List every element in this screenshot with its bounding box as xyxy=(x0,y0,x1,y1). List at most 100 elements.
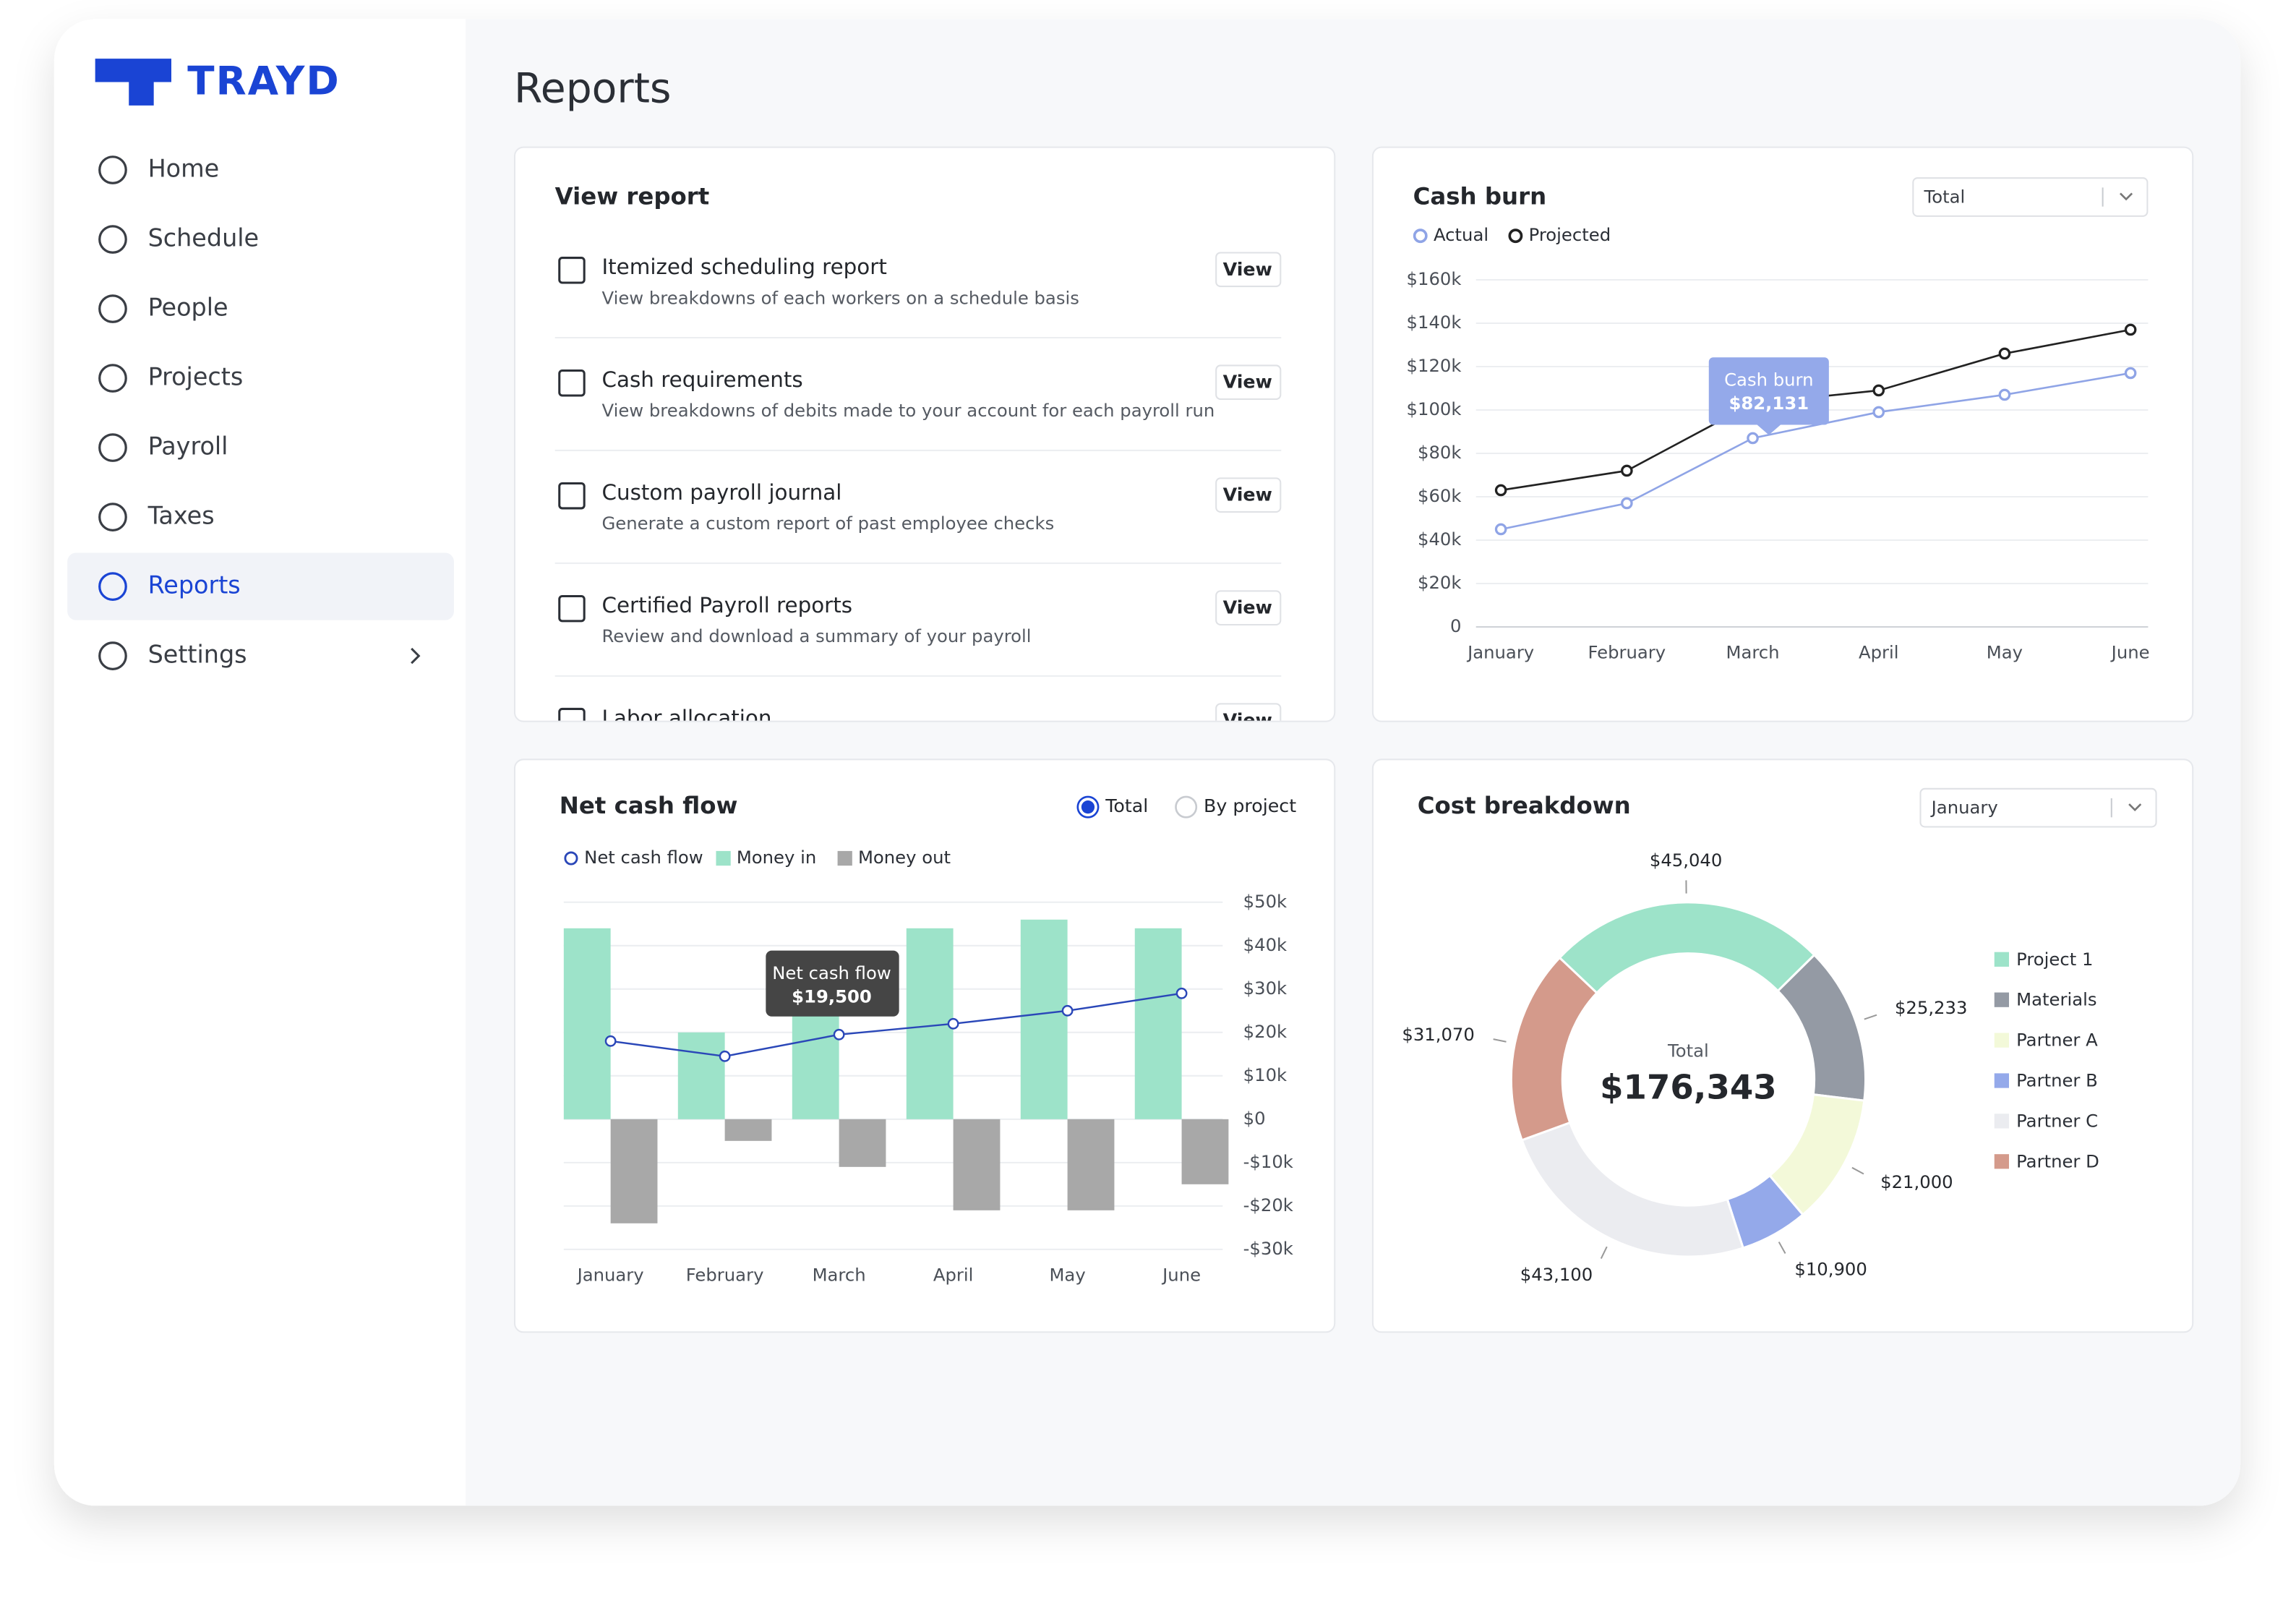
nav-item[interactable]: Reports xyxy=(67,552,454,620)
bar xyxy=(953,1119,1001,1210)
dropdown[interactable] xyxy=(1919,787,2157,828)
y-tick-label: $80k xyxy=(1418,442,1461,463)
card-title: Net cash flow xyxy=(560,792,738,819)
view-button-label[interactable]: View xyxy=(1223,259,1272,280)
radio-label[interactable]: By project xyxy=(1204,795,1296,816)
report-title: Custom payroll journal xyxy=(601,480,841,505)
nav-icon xyxy=(98,225,127,254)
nav-label: Schedule xyxy=(148,224,260,252)
y-tick-label: $40k xyxy=(1418,529,1461,550)
view-button-label[interactable]: View xyxy=(1223,372,1272,393)
tooltip-title: Net cash flow xyxy=(772,962,891,983)
nav-item[interactable]: People xyxy=(98,294,228,323)
report-title: Cash requirements xyxy=(601,367,802,392)
tooltip-value: $19,500 xyxy=(792,986,872,1007)
dropdown[interactable] xyxy=(1912,177,2149,217)
data-point xyxy=(1998,388,2011,401)
nav-item[interactable]: Home xyxy=(98,155,219,184)
legend-marker xyxy=(564,851,578,866)
radio[interactable] xyxy=(1175,795,1198,819)
value-label: $25,233 xyxy=(1895,997,1967,1018)
x-tick-label: May xyxy=(1987,641,2023,662)
data-point xyxy=(833,1028,845,1041)
view-button-label[interactable]: View xyxy=(1223,484,1272,505)
nav-label: Reports xyxy=(148,571,241,599)
leader-line xyxy=(1778,1242,1786,1254)
leader-line xyxy=(1851,1166,1864,1175)
dropdown-value[interactable]: Total xyxy=(1924,187,1966,208)
legend-marker xyxy=(1994,952,2009,967)
legend-label: Partner A xyxy=(2016,1030,2098,1051)
x-tick-label: January xyxy=(576,1264,644,1285)
donut-segment xyxy=(1509,956,1598,1142)
bar xyxy=(610,1119,658,1223)
y-tick-label: $100k xyxy=(1407,398,1462,419)
x-tick-label: February xyxy=(686,1264,764,1285)
report-icon xyxy=(558,369,586,397)
center-label: Total xyxy=(1667,1040,1709,1061)
view-button[interactable] xyxy=(1215,703,1282,738)
view-button[interactable] xyxy=(1215,590,1282,625)
tooltip-title: Cash burn xyxy=(1724,369,1813,390)
card xyxy=(1371,146,2194,722)
data-point xyxy=(1872,384,1885,397)
nav-item[interactable]: Schedule xyxy=(98,224,260,254)
legend-marker xyxy=(1994,1033,2009,1048)
legend-marker xyxy=(1994,1114,2009,1129)
y-tick-label: $140k xyxy=(1407,312,1462,333)
view-button[interactable] xyxy=(1215,252,1282,288)
dropdown-caret xyxy=(2128,803,2142,812)
data-point xyxy=(1747,432,1759,445)
report-icon xyxy=(558,482,586,510)
tooltip-value: $82,131 xyxy=(1729,393,1809,414)
nav-active-bg xyxy=(67,552,454,620)
nav-icon xyxy=(98,364,127,393)
y-tick-label: $20k xyxy=(1418,572,1461,593)
chevron xyxy=(411,647,421,665)
value-label: $31,070 xyxy=(1402,1024,1474,1045)
logo-icon xyxy=(95,59,171,106)
report-description: Review and download a summary of your pa… xyxy=(601,625,1031,646)
view-button-label[interactable]: View xyxy=(1223,710,1272,731)
dropdown-value[interactable]: January xyxy=(1930,797,1998,818)
x-tick-label: June xyxy=(1161,1264,1201,1285)
tooltip-arrow xyxy=(1757,424,1781,435)
leader-line xyxy=(1600,1246,1608,1259)
data-point xyxy=(1872,406,1885,419)
y-tick-label: $50k xyxy=(1243,891,1287,912)
legend-marker xyxy=(1994,1154,2009,1169)
data-point xyxy=(1998,347,2011,360)
x-tick-label: May xyxy=(1049,1264,1085,1285)
nav-item[interactable]: Taxes xyxy=(98,502,215,531)
x-tick-label: April xyxy=(933,1264,974,1285)
nav-item[interactable]: Projects xyxy=(98,363,244,393)
line-series xyxy=(610,992,1182,1058)
nav-icon xyxy=(98,155,127,184)
report-description: View breakdowns of each workers on a sch… xyxy=(601,287,1079,308)
report-icon xyxy=(558,257,586,284)
card-title: View report xyxy=(555,183,710,210)
y-tick-label: 0 xyxy=(1450,615,1461,636)
nav-item[interactable]: Payroll xyxy=(98,432,228,462)
data-point xyxy=(1061,1004,1074,1017)
legend-label: Net cash flow xyxy=(584,847,703,868)
bar xyxy=(1067,1119,1115,1210)
nav-icon xyxy=(98,503,127,531)
report-icon xyxy=(558,707,586,721)
view-button[interactable] xyxy=(1215,364,1282,401)
data-point xyxy=(1621,497,1633,510)
nav-label: Taxes xyxy=(147,502,215,530)
report-description: Generate a custom report of past employe… xyxy=(601,513,1054,534)
donut-segment xyxy=(1558,901,1816,995)
data-point xyxy=(604,1035,617,1047)
view-button[interactable] xyxy=(1215,477,1282,513)
legend-marker xyxy=(1994,1073,2009,1088)
nav-item[interactable]: Settings xyxy=(98,641,421,670)
x-tick-label: March xyxy=(1726,641,1779,662)
report-title: Certified Payroll reports xyxy=(601,593,852,618)
nav-label: Projects xyxy=(148,363,244,391)
view-button-label[interactable]: View xyxy=(1223,597,1272,618)
radio-label[interactable]: Total xyxy=(1105,795,1148,816)
data-point xyxy=(2124,323,2137,336)
